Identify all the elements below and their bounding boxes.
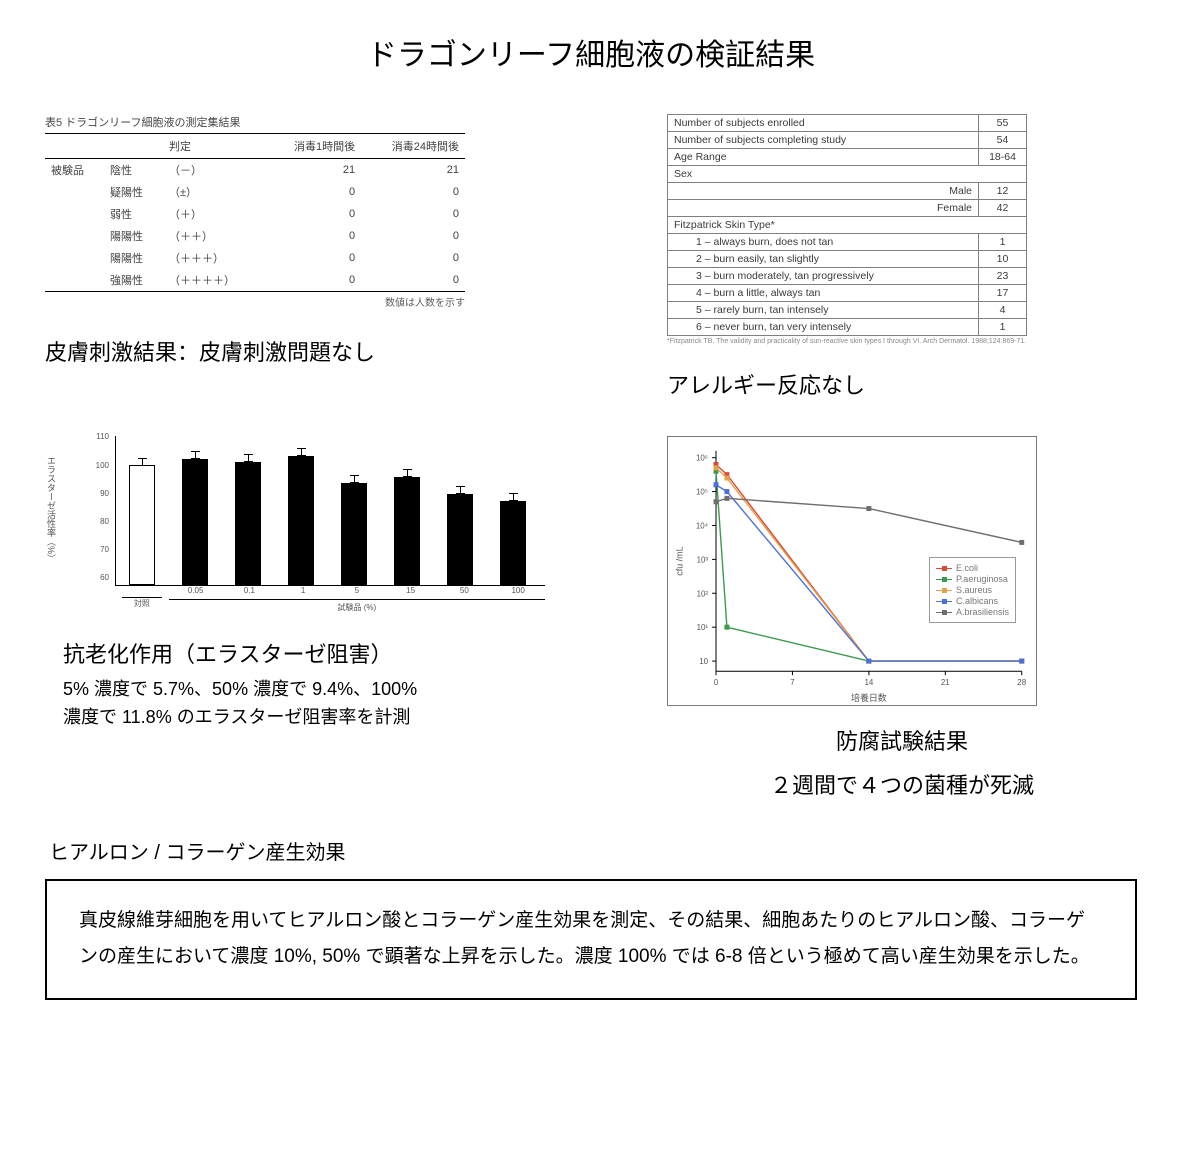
barchart-panel: エラスターゼ活性率（%） 11010090807060 0.050.115155… [45, 436, 605, 806]
svg-text:cfu /mL: cfu /mL [674, 547, 684, 576]
table-row: Male12 [668, 183, 1027, 200]
table-row: Number of subjects enrolled55 [668, 115, 1027, 132]
irritation-result-caption: 皮膚刺激結果：皮膚刺激問題なし [45, 335, 605, 367]
th [104, 134, 163, 159]
table-row: 強陽性（＋＋＋＋）00 [45, 269, 465, 292]
table-row: 5 – rarely burn, tan intensely4 [668, 302, 1027, 319]
legend-item: A.brasiliensis [936, 607, 1009, 617]
th: 消毒24時間後 [361, 134, 465, 159]
bottom-box: 真皮線維芽細胞を用いてヒアルロン酸とコラーゲン産生効果を測定、その結果、細胞あた… [45, 879, 1137, 999]
table-row: 被験品陰性（－）2121 [45, 159, 465, 182]
barchart [115, 436, 545, 586]
barchart-group-left: 対照 [134, 599, 150, 608]
bar [182, 459, 208, 585]
page-title: ドラゴンリーフ細胞液の検証結果 [45, 30, 1137, 74]
svg-text:培養日数: 培養日数 [851, 692, 887, 703]
barchart-subtitle-1: 5% 濃度で 5.7%、50% 濃度で 9.4%、100% [63, 675, 605, 701]
table-row: 陽陽性（＋＋）00 [45, 225, 465, 247]
table-row: 3 – burn moderately, tan progressively23 [668, 268, 1027, 285]
subject-table-footnote: *Fitzpatrick TB. The validity and practi… [667, 338, 1027, 346]
bar [235, 462, 261, 585]
svg-text:21: 21 [941, 679, 950, 688]
bar [500, 501, 526, 586]
svg-text:10⁵: 10⁵ [696, 488, 708, 497]
svg-text:10³: 10³ [697, 556, 709, 565]
subject-table: Number of subjects enrolled55Number of s… [667, 114, 1027, 336]
bar-slot [433, 494, 486, 586]
bar [341, 483, 367, 586]
barchart-subtitle-2: 濃度で 11.8% のエラスターゼ阻害率を計測 [63, 703, 605, 729]
barchart-title: 抗老化作用（エラスターゼ阻害） [63, 637, 605, 669]
barchart-yticks: 11010090807060 [69, 432, 109, 582]
bar-slot [116, 465, 169, 585]
svg-text:28: 28 [1017, 679, 1026, 688]
table-row: 陽陽性（＋＋＋）00 [45, 247, 465, 269]
bar-control [129, 465, 155, 585]
table-row: Female42 [668, 200, 1027, 217]
linechart-title: 防腐試験結果 [667, 724, 1137, 756]
allergy-result-caption: アレルギー反応なし [667, 368, 1137, 400]
irritation-panel: 表5 ドラゴンリーフ細胞液の測定集結果 判定 消毒1時間後 消毒24時間後 被験… [45, 114, 605, 406]
bottom-heading: ヒアルロン / コラーゲン産生効果 [49, 836, 1137, 865]
bar-slot [169, 459, 222, 585]
bar-slot [380, 477, 433, 585]
table-row: 4 – burn a little, always tan17 [668, 285, 1027, 302]
bar-slot [486, 501, 539, 586]
bar [447, 494, 473, 586]
svg-text:10⁶: 10⁶ [696, 454, 708, 463]
legend-item: C.albicans [936, 596, 1009, 606]
linechart: 1010¹10²10³10⁴10⁵10⁶07142128培養日数cfu /mL … [667, 436, 1037, 706]
table-header-row: 判定 消毒1時間後 消毒24時間後 [45, 134, 465, 159]
row-1: 表5 ドラゴンリーフ細胞液の測定集結果 判定 消毒1時間後 消毒24時間後 被験… [45, 114, 1137, 406]
svg-text:10²: 10² [697, 590, 709, 599]
bar [394, 477, 420, 585]
row-2: エラスターゼ活性率（%） 11010090807060 0.050.115155… [45, 436, 1137, 806]
barchart-group-right: 試験品 (%) [338, 603, 377, 612]
svg-text:10⁴: 10⁴ [696, 522, 709, 531]
legend-item: P.aeruginosa [936, 574, 1009, 584]
legend-item: S.aureus [936, 585, 1009, 595]
irritation-table-footer: 数値は人数を示す [45, 294, 465, 309]
svg-text:14: 14 [864, 679, 873, 688]
th [45, 134, 104, 159]
linechart-subtitle: ２週間で４つの菌種が死滅 [667, 768, 1137, 800]
table-row: 弱性（＋）00 [45, 203, 465, 225]
bar-slot [222, 462, 275, 585]
table-row: 疑陽性（±）00 [45, 181, 465, 203]
svg-text:7: 7 [790, 679, 795, 688]
bar [288, 456, 314, 585]
th: 判定 [163, 134, 265, 159]
allergy-panel: Number of subjects enrolled55Number of s… [667, 114, 1137, 406]
table-row: 1 – always burn, does not tan1 [668, 234, 1027, 251]
barchart-ylabel: エラスターゼ活性率（%） [45, 456, 58, 563]
barchart-group-labels: 対照 試験品 (%) [115, 597, 545, 613]
irritation-table: 判定 消毒1時間後 消毒24時間後 被験品陰性（－）2121疑陽性（±）00弱性… [45, 133, 465, 292]
legend-item: E.coli [936, 563, 1009, 573]
irritation-table-caption: 表5 ドラゴンリーフ細胞液の測定集結果 [45, 114, 605, 130]
svg-text:10: 10 [699, 657, 708, 666]
svg-text:0: 0 [714, 679, 719, 688]
table-row: 6 – never burn, tan very intensely1 [668, 319, 1027, 336]
table-row: 2 – burn easily, tan slightly10 [668, 251, 1027, 268]
barchart-xlabels: 0.050.1151550100 [115, 586, 545, 595]
linechart-legend: E.coliP.aeruginosaS.aureusC.albicansA.br… [929, 557, 1016, 623]
th: 消毒1時間後 [265, 134, 361, 159]
svg-text:10¹: 10¹ [697, 624, 709, 633]
bar-slot [275, 456, 328, 585]
table-row: Sex [668, 166, 1027, 183]
table-row: Number of subjects completing study54 [668, 132, 1027, 149]
linechart-panel: 1010¹10²10³10⁴10⁵10⁶07142128培養日数cfu /mL … [667, 436, 1137, 806]
table-row: Age Range18-64 [668, 149, 1027, 166]
bar-slot [328, 483, 381, 586]
table-row: Fitzpatrick Skin Type* [668, 217, 1027, 234]
